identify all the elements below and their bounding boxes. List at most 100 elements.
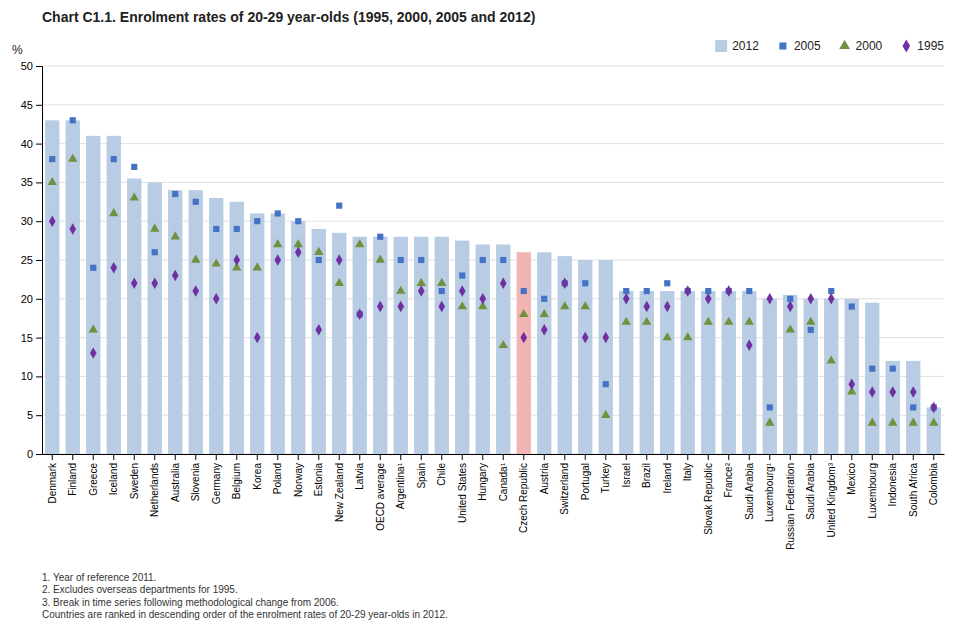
marker [684, 285, 691, 296]
marker [581, 301, 590, 309]
chart-container: 05101520253035404550DenmarkFinlandGreece… [0, 0, 960, 626]
marker [602, 332, 609, 343]
marker [49, 156, 55, 162]
x-tick-mark [154, 454, 155, 460]
marker [458, 301, 467, 309]
bar [209, 198, 223, 454]
x-tick-label: Estonia [313, 463, 324, 497]
marker [398, 257, 404, 263]
x-tick-mark [441, 454, 442, 460]
bar [45, 120, 59, 454]
bar [250, 213, 264, 454]
x-tick-mark [93, 454, 94, 460]
marker [664, 301, 671, 312]
footnote: 3. Break in time series following method… [42, 597, 339, 608]
marker [70, 117, 76, 123]
x-tick: Slovenia [190, 454, 201, 501]
x-tick-label: Indonesia [887, 463, 898, 507]
x-tick-mark [810, 454, 811, 460]
marker [582, 332, 589, 343]
x-tick-label: Israel [621, 463, 632, 487]
x-tick-label: Turkey [600, 463, 611, 493]
marker [888, 418, 897, 426]
marker [663, 332, 672, 340]
x-tick-label: Belgium [231, 463, 242, 499]
marker [767, 404, 773, 410]
marker [151, 278, 158, 289]
marker [479, 293, 486, 304]
y-tick: 35 [21, 176, 42, 188]
marker [603, 381, 609, 387]
bar [148, 182, 162, 454]
x-tick: South Africa [908, 454, 919, 517]
bar [804, 299, 818, 454]
x-tick-label: Germany [211, 463, 222, 504]
marker [336, 254, 343, 265]
bar [865, 303, 879, 454]
marker [519, 309, 528, 317]
x-tick-label: Latvia [354, 463, 365, 490]
x-tick-mark [605, 454, 606, 460]
x-tick-label: Korea [252, 463, 263, 490]
marker [890, 366, 896, 372]
marker [848, 378, 855, 389]
marker [110, 262, 117, 273]
marker [90, 347, 97, 358]
bar [537, 252, 551, 454]
x-tick-mark [380, 454, 381, 460]
marker [275, 210, 281, 216]
marker [295, 247, 302, 258]
x-tick-label: Canada¹ [498, 462, 509, 501]
y-tick: 20 [21, 293, 42, 305]
marker [868, 418, 877, 426]
y-tick: 10 [21, 370, 42, 382]
bar [107, 136, 121, 454]
x-tick-mark [564, 454, 565, 460]
marker [89, 324, 98, 332]
y-tick-mark [36, 144, 42, 145]
x-tick-mark [503, 454, 504, 460]
marker [193, 199, 199, 205]
x-tick-label: Switzerland [559, 463, 570, 515]
marker [704, 317, 713, 325]
legend-item: 2000 [839, 39, 882, 53]
y-tick: 5 [27, 409, 42, 421]
marker [131, 164, 137, 170]
y-tick: 0 [27, 448, 42, 460]
marker [765, 418, 774, 426]
marker [213, 226, 219, 232]
marker [746, 288, 752, 294]
bar [66, 120, 80, 454]
x-tick: Canada¹ [498, 454, 509, 501]
x-tick: Colombia [928, 454, 939, 505]
x-tick-label: France² [723, 462, 734, 497]
x-tick-label: Saudi Arabia [744, 463, 755, 520]
grid-line [42, 104, 944, 105]
x-tick: Sweden [129, 454, 140, 499]
marker [109, 208, 118, 216]
marker [336, 203, 342, 209]
x-tick-label: Luxembourg¹ [764, 462, 775, 522]
y-tick-label: 5 [27, 409, 33, 421]
x-tick-mark [52, 454, 53, 460]
x-tick-mark [523, 454, 524, 460]
marker [827, 355, 836, 363]
x-tick-mark [872, 454, 873, 460]
x-tick-mark [318, 454, 319, 460]
marker [746, 340, 753, 351]
marker [90, 265, 96, 271]
marker [644, 288, 650, 294]
x-tick-label: Norway [293, 463, 304, 497]
x-tick-label: Italy [682, 463, 693, 481]
marker [910, 404, 916, 410]
marker [314, 247, 323, 255]
marker [131, 278, 138, 289]
bar [763, 299, 777, 454]
marker [111, 156, 117, 162]
bar [332, 233, 346, 454]
x-tick-label: Brazil [641, 463, 652, 488]
grid-line [42, 143, 944, 144]
y-tick-mark [36, 299, 42, 300]
x-tick: Argentina¹ [395, 454, 406, 509]
x-tick-mark [585, 454, 586, 460]
